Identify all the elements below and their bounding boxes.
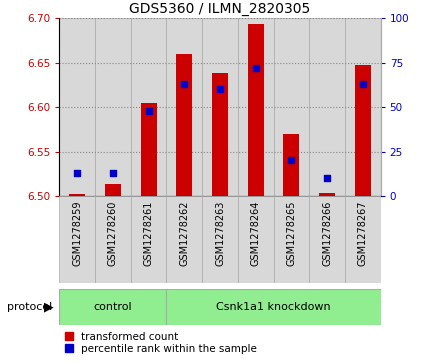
Bar [69, 194, 85, 196]
Bar [59, 18, 95, 196]
Bar [141, 103, 157, 196]
Title: GDS5360 / ILMN_2820305: GDS5360 / ILMN_2820305 [129, 2, 311, 16]
Bar [238, 196, 274, 283]
Point [359, 81, 366, 87]
Point [288, 158, 295, 163]
Legend: transformed count, percentile rank within the sample: transformed count, percentile rank withi… [65, 332, 257, 354]
Bar [95, 196, 131, 283]
Text: GSM1278262: GSM1278262 [180, 200, 189, 266]
Point [145, 108, 152, 114]
Bar [238, 18, 274, 196]
Point [74, 170, 81, 176]
Bar [166, 18, 202, 196]
Point [216, 86, 224, 92]
Bar [59, 289, 166, 325]
Bar [309, 18, 345, 196]
Bar [59, 196, 95, 283]
Text: GSM1278263: GSM1278263 [215, 200, 225, 266]
Text: control: control [94, 302, 132, 312]
Text: GSM1278264: GSM1278264 [251, 200, 260, 266]
Bar [345, 18, 381, 196]
Bar [274, 196, 309, 283]
Text: GSM1278265: GSM1278265 [286, 200, 297, 266]
Bar [95, 18, 131, 196]
Bar [166, 289, 381, 325]
Bar [202, 18, 238, 196]
Bar [283, 134, 299, 196]
Bar [105, 184, 121, 196]
Text: GSM1278259: GSM1278259 [72, 200, 82, 266]
Point [181, 81, 188, 87]
Text: ▶: ▶ [44, 300, 53, 313]
Text: GSM1278267: GSM1278267 [358, 200, 368, 266]
Bar [345, 196, 381, 283]
Bar [131, 196, 166, 283]
Point [252, 65, 259, 71]
Text: GSM1278261: GSM1278261 [143, 200, 154, 266]
Bar [202, 196, 238, 283]
Bar [248, 24, 264, 196]
Bar [274, 18, 309, 196]
Bar [309, 196, 345, 283]
Text: protocol: protocol [7, 302, 52, 312]
Bar [212, 73, 228, 196]
Point [323, 175, 330, 181]
Text: Csnk1a1 knockdown: Csnk1a1 knockdown [216, 302, 331, 312]
Point [110, 170, 117, 176]
Bar [355, 65, 371, 196]
Bar [166, 196, 202, 283]
Text: GSM1278266: GSM1278266 [322, 200, 332, 266]
Bar [131, 18, 166, 196]
Text: GSM1278260: GSM1278260 [108, 200, 118, 266]
Bar [176, 54, 192, 196]
Bar [319, 193, 335, 196]
